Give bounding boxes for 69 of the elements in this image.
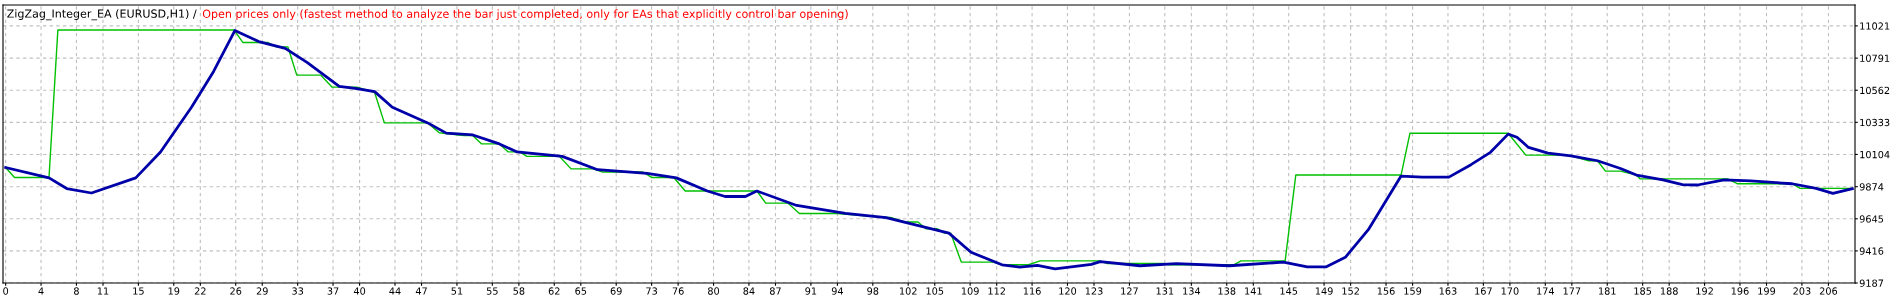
x-tick-label: 91: [805, 287, 817, 295]
x-tick-label: 196: [1731, 287, 1749, 295]
y-tick-label: 10562: [1860, 86, 1890, 95]
x-tick-label: 33: [292, 287, 304, 295]
y-tick-label: 11021: [1860, 22, 1890, 30]
x-tick-label: 123: [1085, 287, 1103, 295]
x-tick-label: 8: [74, 287, 79, 295]
x-tick-label: 112: [988, 287, 1005, 295]
x-tick-label: 69: [610, 287, 622, 295]
y-tick-label: 10791: [1860, 54, 1890, 62]
x-tick-label: 127: [1121, 287, 1138, 295]
x-tick-label: 65: [575, 287, 587, 295]
x-tick-label: 116: [1023, 287, 1041, 295]
x-tick-label: 58: [513, 287, 525, 295]
x-tick-label: 170: [1501, 287, 1519, 295]
x-tick-label: 37: [327, 287, 339, 295]
x-tick-label: 185: [1634, 287, 1652, 295]
x-tick-label: 47: [415, 287, 427, 295]
x-tick-label: 51: [451, 287, 463, 295]
x-tick-label: 11: [97, 287, 109, 295]
x-tick-label: 40: [353, 287, 366, 295]
x-tick-label: 109: [961, 287, 979, 295]
x-tick-label: 163: [1439, 287, 1457, 295]
x-tick-label: 55: [486, 287, 498, 295]
x-tick-label: 120: [1059, 287, 1077, 295]
x-tick-label: 0: [3, 287, 9, 295]
y-tick-label: 9874: [1859, 183, 1884, 191]
x-tick-label: 138: [1218, 287, 1236, 295]
x-tick-label: 167: [1475, 287, 1492, 295]
x-tick-label: 44: [389, 287, 401, 295]
x-tick-label: 145: [1280, 287, 1298, 295]
x-tick-label: 188: [1660, 287, 1678, 295]
y-tick-label: 9416: [1859, 247, 1884, 255]
x-tick-label: 76: [672, 287, 684, 295]
x-tick-label: 141: [1245, 287, 1262, 295]
chart-title: ZigZag_Integer_EA (EURUSD,H1) /: [7, 9, 197, 21]
x-tick-label: 105: [926, 287, 944, 295]
x-tick-label: 181: [1599, 287, 1616, 295]
x-tick-label: 80: [708, 287, 720, 295]
x-tick-label: 159: [1404, 287, 1422, 295]
x-tick-label: 177: [1563, 287, 1581, 295]
x-tick-label: 62: [548, 287, 560, 295]
x-tick-label: 156: [1377, 287, 1395, 295]
y-tick-label: 9645: [1859, 215, 1884, 223]
x-tick-label: 192: [1696, 287, 1713, 295]
x-tick-label: 134: [1183, 287, 1201, 295]
y-tick-label: 10333: [1860, 118, 1890, 127]
chart-subtitle: Open prices only (fastest method to analyze the bar just completed, only for EAs that explicitly control bar opening): [202, 9, 848, 21]
x-tick-label: 206: [1819, 287, 1838, 295]
x-tick-label: 152: [1342, 287, 1359, 295]
y-tick-label: 9187: [1859, 279, 1884, 287]
x-tick-label: 73: [646, 287, 657, 295]
x-tick-label: 22: [194, 287, 206, 295]
x-tick-label: 203: [1793, 287, 1811, 295]
x-tick-label: 26: [230, 287, 242, 295]
x-tick-label: 94: [831, 287, 844, 295]
x-tick-label: 84: [743, 287, 755, 295]
x-tick-label: 131: [1156, 287, 1174, 295]
x-tick-label: 98: [867, 287, 879, 295]
x-tick-label: 149: [1315, 287, 1333, 295]
y-tick-label: 10104: [1860, 150, 1890, 159]
x-tick-label: 15: [133, 287, 144, 295]
x-tick-label: 19: [168, 287, 180, 295]
x-tick-label: 102: [900, 287, 917, 295]
x-tick-label: 174: [1537, 287, 1555, 295]
x-tick-label: 29: [256, 287, 268, 295]
x-tick-label: 4: [38, 287, 44, 295]
x-tick-label: 199: [1758, 287, 1776, 295]
x-tick-label: 87: [769, 287, 781, 295]
